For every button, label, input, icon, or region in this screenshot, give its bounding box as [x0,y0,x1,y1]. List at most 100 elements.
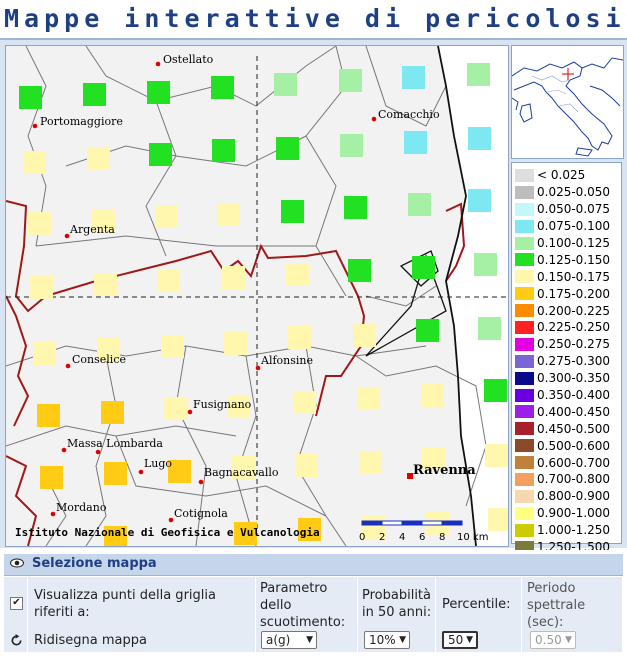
region-border-south [6,455,38,546]
grid-point-cell[interactable] [212,139,235,162]
grid-point-cell[interactable] [97,338,120,361]
grid-point-cell[interactable] [488,508,508,531]
grid-point-cell[interactable] [421,384,444,407]
grid-point-cell[interactable] [87,147,110,170]
prob-select-value: 10% [369,633,396,647]
scale-tick-4: 4 [399,532,405,543]
hazard-grid [19,63,508,546]
grid-point-cell[interactable] [353,324,376,347]
param-select[interactable]: a(g) ▼ [261,631,317,649]
grid-point-cell[interactable] [33,342,56,365]
prob-select-cell: 10% ▼ [358,629,436,652]
grid-point-cell[interactable] [83,83,106,106]
period-select[interactable]: 0.50 ▼ [530,631,576,649]
grid-point-cell[interactable] [147,81,170,104]
grid-point-cell[interactable] [408,193,431,216]
place-ravenna: Ravenna [413,463,476,478]
grid-point-cell[interactable] [344,196,367,219]
grid-point-cell[interactable] [211,76,234,99]
region-border-west [6,295,30,427]
grid-point-cell[interactable] [227,395,250,418]
grid-point-cell[interactable] [468,189,491,212]
grid-point-cell[interactable] [485,444,508,467]
legend-swatch [515,236,534,250]
grid-point-cell[interactable] [40,466,63,489]
legend-row: 0.225-0.250 [512,319,621,336]
grid-point-cell[interactable] [161,335,184,358]
grid-point-cell[interactable] [104,526,127,546]
grid-point-cell[interactable] [92,209,115,232]
grid-point-cell[interactable] [286,263,309,286]
grid-point-cell[interactable] [164,397,187,420]
region-border-coast [445,202,466,282]
grid-point-cell[interactable] [274,73,297,96]
grid-point-cell[interactable] [276,137,299,160]
legend-swatch [515,202,534,216]
grid-point-cell[interactable] [357,387,380,410]
grid-point-cell[interactable] [467,63,490,86]
grid-point-cell[interactable] [104,462,127,485]
percentile-select[interactable]: 50 ▼ [442,631,478,649]
redraw-map-link[interactable]: Ridisegna mappa [34,633,147,648]
grid-point-cell[interactable] [359,451,382,474]
grid-point-cell[interactable] [288,326,311,349]
grid-point-cell[interactable] [234,522,257,545]
grid-point-cell[interactable] [339,69,362,92]
eye-icon[interactable] [10,558,24,568]
grid-point-cell[interactable] [478,317,501,340]
grid-point-cell[interactable] [281,200,304,223]
grid-point-cell[interactable] [155,205,178,228]
grid-point-cell[interactable] [157,269,180,292]
hazard-map[interactable]: Ostellato Portomaggiore Comacchio Argent… [5,45,509,547]
scale-bar: 0 2 4 6 8 10 km [359,520,488,543]
grid-point-cell[interactable] [422,447,445,470]
grid-point-cell[interactable] [298,518,321,541]
grid-point-cell[interactable] [217,203,240,226]
grid-points-checkbox[interactable]: ✔ [10,597,23,610]
legend-label: 0.175-0.200 [537,286,611,301]
grid-point-cell[interactable] [293,391,316,414]
grid-point-cell[interactable] [474,253,497,276]
legend-swatch [515,270,534,284]
chevron-down-icon: ▼ [399,635,406,645]
grid-point-cell[interactable] [232,456,255,479]
grid-point-cell[interactable] [412,256,435,279]
refresh-icon[interactable] [10,634,23,647]
grid-point-cell[interactable] [468,127,491,150]
place-marker [255,365,261,371]
grid-point-cell[interactable] [94,273,117,296]
grid-point-cell[interactable] [404,131,427,154]
legend-row: < 0.025 [512,167,621,184]
grid-point-cell[interactable] [295,454,318,477]
prob-select[interactable]: 10% ▼ [364,631,410,649]
grid-point-cell[interactable] [224,332,247,355]
grid-point-cell[interactable] [340,134,363,157]
grid-point-cell[interactable] [101,401,124,424]
legend-row: 1.000-1.250 [512,522,621,539]
grid-point-cell[interactable] [484,379,507,402]
grid-point-cell[interactable] [416,319,439,342]
grid-point-cell[interactable] [19,86,42,109]
grid-point-cell[interactable] [23,151,46,174]
panel-header[interactable]: Selezione mappa [4,554,623,576]
legend-row: 0.250-0.275 [512,336,621,353]
grid-point-cell[interactable] [37,404,60,427]
grid-point-cell[interactable] [149,143,172,166]
legend-row: 0.700-0.800 [512,471,621,488]
grid-point-cell[interactable] [402,66,425,89]
grid-point-cell[interactable] [28,212,51,235]
scale-tick-6: 6 [419,532,425,543]
place-mordano: Mordano [56,501,107,514]
grid-point-cell[interactable] [168,460,191,483]
overview-map[interactable] [511,45,624,159]
grid-point-cell[interactable] [348,259,371,282]
grid-point-cell[interactable] [222,266,245,289]
legend-row: 0.200-0.225 [512,302,621,319]
chevron-down-icon: ▼ [466,635,473,645]
scale-tick-0: 0 [359,532,365,543]
param-label: Parametro dello scuotimento: [260,581,346,630]
legend-row: 0.175-0.200 [512,285,621,302]
legend-swatch [515,287,534,301]
map-canvas[interactable]: Ostellato Portomaggiore Comacchio Argent… [6,46,508,546]
grid-point-cell[interactable] [30,276,53,299]
